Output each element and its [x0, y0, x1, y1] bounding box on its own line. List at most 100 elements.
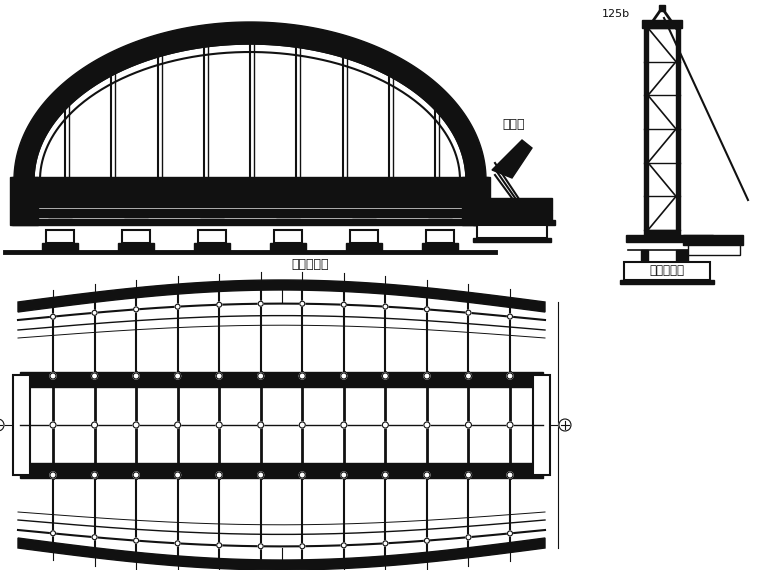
Circle shape [50, 314, 55, 319]
Bar [477, 210, 552, 220]
Bar [426, 230, 454, 243]
Text: 剪刀撑: 剪刀撑 [502, 119, 524, 132]
Bar [676, 28, 680, 230]
Circle shape [508, 531, 512, 536]
Bar [473, 220, 555, 225]
Circle shape [92, 310, 97, 315]
Circle shape [382, 422, 388, 428]
Circle shape [424, 307, 429, 312]
Circle shape [299, 544, 305, 549]
Bar [48, 215, 72, 217]
Circle shape [465, 373, 471, 379]
Bar [676, 250, 688, 262]
Bar [473, 238, 551, 242]
Circle shape [507, 422, 513, 428]
Circle shape [383, 541, 388, 546]
Circle shape [382, 373, 388, 379]
Circle shape [382, 472, 388, 478]
Circle shape [134, 538, 138, 543]
Bar [20, 377, 28, 473]
Circle shape [175, 472, 181, 478]
Circle shape [217, 302, 222, 307]
Circle shape [258, 472, 264, 478]
Bar [118, 243, 154, 252]
Circle shape [340, 373, 347, 379]
Bar [194, 243, 230, 252]
Circle shape [50, 531, 55, 536]
Bar [683, 235, 743, 245]
Circle shape [466, 310, 471, 315]
Bar [428, 215, 452, 217]
Bar [12, 219, 488, 225]
Bar [122, 230, 150, 243]
Circle shape [50, 422, 56, 428]
Bar [12, 177, 488, 190]
Bar [350, 230, 378, 243]
Bar [477, 225, 547, 238]
Bar [422, 243, 458, 252]
Circle shape [0, 419, 4, 431]
Bar [276, 215, 300, 217]
Circle shape [258, 373, 264, 379]
Circle shape [299, 301, 305, 306]
Circle shape [424, 538, 429, 543]
Bar [626, 235, 713, 242]
Text: 混凝土基础: 混凝土基础 [291, 259, 329, 271]
Polygon shape [18, 280, 545, 312]
Text: 125b: 125b [602, 9, 630, 19]
Circle shape [216, 373, 222, 379]
Bar [12, 199, 488, 207]
Circle shape [91, 472, 97, 478]
Circle shape [466, 535, 471, 540]
Circle shape [559, 419, 571, 431]
Circle shape [175, 541, 180, 546]
Bar [46, 230, 74, 243]
Circle shape [50, 472, 56, 478]
Bar [642, 20, 682, 28]
Circle shape [133, 373, 139, 379]
Circle shape [175, 422, 181, 428]
Bar [270, 243, 306, 252]
Circle shape [91, 373, 97, 379]
Bar [12, 209, 488, 217]
Polygon shape [492, 140, 532, 178]
Circle shape [258, 544, 263, 549]
Circle shape [216, 472, 222, 478]
Circle shape [424, 472, 430, 478]
Bar [124, 215, 148, 217]
Bar [198, 230, 226, 243]
Circle shape [133, 422, 139, 428]
Circle shape [341, 302, 347, 307]
Circle shape [134, 307, 138, 312]
Bar [20, 372, 543, 379]
Circle shape [258, 301, 263, 306]
Bar [200, 215, 224, 217]
Bar [620, 280, 714, 284]
Circle shape [216, 422, 222, 428]
Circle shape [217, 543, 222, 548]
Polygon shape [18, 538, 545, 570]
Bar [20, 380, 543, 387]
Bar [688, 245, 740, 255]
Bar [20, 471, 543, 478]
Circle shape [92, 535, 97, 540]
Bar [624, 262, 710, 280]
Circle shape [175, 304, 180, 309]
Bar [533, 375, 550, 475]
Circle shape [341, 543, 347, 548]
Circle shape [50, 373, 56, 379]
Bar [12, 190, 488, 198]
Circle shape [465, 472, 471, 478]
Bar [352, 215, 376, 217]
Bar [644, 230, 680, 235]
Circle shape [424, 422, 430, 428]
Circle shape [424, 373, 430, 379]
Bar [641, 250, 648, 262]
Circle shape [465, 422, 471, 428]
Circle shape [175, 373, 181, 379]
Circle shape [340, 472, 347, 478]
Circle shape [258, 422, 264, 428]
Bar [535, 377, 543, 473]
Bar [42, 243, 78, 252]
Circle shape [383, 304, 388, 309]
